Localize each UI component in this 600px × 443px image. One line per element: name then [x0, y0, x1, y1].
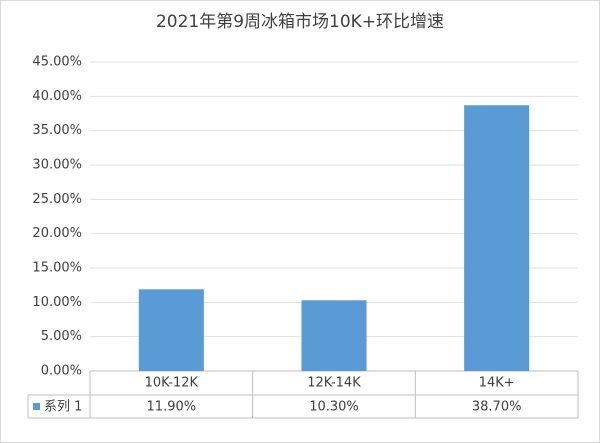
x-tick-label: 12K-14K: [307, 376, 361, 391]
y-tick-label: 0.00%: [41, 364, 82, 379]
table-value: 11.90%: [147, 400, 197, 415]
y-tick-label: 35.00%: [32, 123, 82, 138]
table-value: 38.70%: [472, 400, 522, 415]
y-tick-label: 30.00%: [32, 158, 82, 173]
chart-title: 2021年第9周冰箱市场10K+环比增速: [156, 12, 444, 32]
y-tick-label: 15.00%: [32, 261, 82, 276]
y-tick-label: 10.00%: [32, 295, 82, 310]
legend-swatch: [33, 403, 40, 410]
y-tick-label: 45.00%: [32, 55, 82, 70]
y-tick-label: 20.00%: [32, 226, 82, 241]
x-tick-label: 10K-12K: [145, 376, 199, 391]
y-tick-label: 40.00%: [32, 89, 82, 104]
y-tick-label: 5.00%: [41, 329, 82, 344]
bar: [464, 105, 530, 371]
legend-label: 系列 1: [44, 400, 82, 415]
bar: [138, 289, 204, 371]
table-value: 10.30%: [309, 400, 359, 415]
bar: [301, 300, 367, 371]
y-tick-label: 25.00%: [32, 192, 82, 207]
x-tick-label: 14K+: [479, 376, 515, 391]
